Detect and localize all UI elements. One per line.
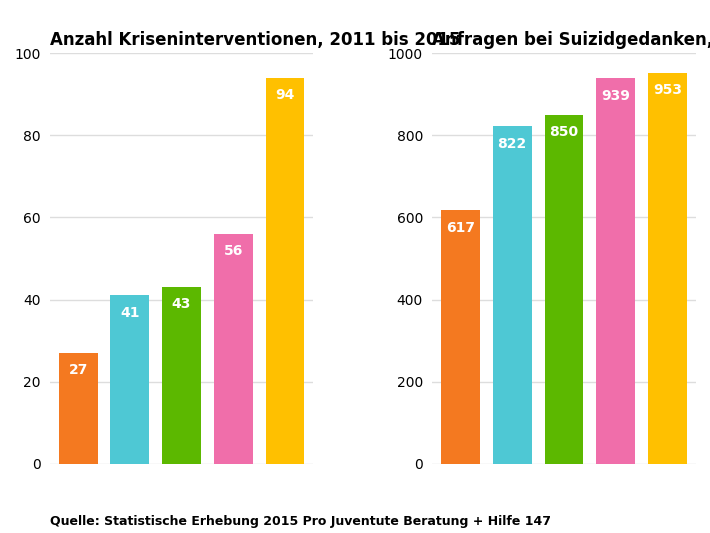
Text: 56: 56 xyxy=(224,244,243,258)
Text: 2015: 2015 xyxy=(648,447,687,461)
Text: Anzahl Kriseninterventionen, 2011 bis 2015: Anzahl Kriseninterventionen, 2011 bis 20… xyxy=(50,31,460,49)
Text: Quelle: Statistische Erhebung 2015 Pro Juventute Beratung + Hilfe 147: Quelle: Statistische Erhebung 2015 Pro J… xyxy=(50,515,551,528)
Bar xyxy=(493,126,532,464)
Text: 2011: 2011 xyxy=(59,447,97,461)
Text: 2014: 2014 xyxy=(596,447,635,461)
Bar xyxy=(545,115,584,464)
Bar xyxy=(441,211,480,464)
Text: 27: 27 xyxy=(68,363,88,377)
Bar xyxy=(111,295,149,464)
Bar xyxy=(59,353,97,464)
Text: 2015: 2015 xyxy=(266,447,305,461)
Text: 2012: 2012 xyxy=(493,447,532,461)
Text: 2011: 2011 xyxy=(441,447,480,461)
Text: 2013: 2013 xyxy=(545,447,584,461)
Text: 939: 939 xyxy=(601,88,630,102)
Text: Anfragen bei Suizidgedanken, 2011 bis 2015: Anfragen bei Suizidgedanken, 2011 bis 20… xyxy=(432,31,710,49)
Bar xyxy=(648,72,687,464)
Text: 43: 43 xyxy=(172,297,191,311)
Text: 94: 94 xyxy=(275,88,295,102)
Bar xyxy=(214,234,253,464)
Text: 2014: 2014 xyxy=(214,447,253,461)
Bar xyxy=(162,287,201,464)
Bar xyxy=(596,78,635,464)
Text: 850: 850 xyxy=(550,125,579,139)
Text: 41: 41 xyxy=(120,306,140,320)
Text: 2013: 2013 xyxy=(162,447,201,461)
Text: 822: 822 xyxy=(498,136,527,151)
Text: 953: 953 xyxy=(653,83,682,97)
Bar xyxy=(266,78,305,464)
Text: 2012: 2012 xyxy=(111,447,149,461)
Text: 617: 617 xyxy=(446,221,475,235)
